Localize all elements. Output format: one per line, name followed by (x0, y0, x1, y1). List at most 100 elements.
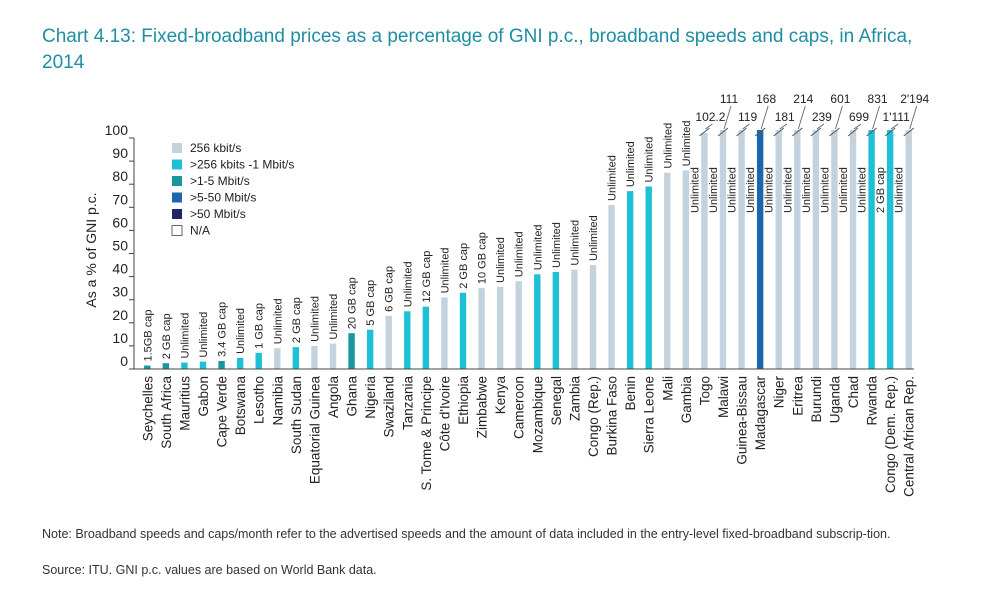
cap-label: Unlimited (402, 261, 414, 307)
cap-label: Unlimited (662, 123, 674, 169)
y-tick-label: 100 (105, 122, 129, 138)
break-mark (717, 127, 729, 137)
leader-line (835, 105, 843, 130)
x-tick-label: Swaziland (382, 376, 397, 438)
cap-label: Unlimited (328, 294, 340, 340)
bar (422, 306, 430, 369)
leader-line (890, 123, 899, 130)
x-tick-label: Tanzania (400, 376, 415, 431)
break-mark (810, 127, 822, 137)
bar (218, 360, 225, 369)
break-mark (699, 127, 710, 137)
bar (886, 130, 894, 369)
x-tick-label: South Africa (159, 376, 174, 449)
bar (626, 191, 634, 369)
chart-title: Chart 4.13: Fixed-broadband prices as a … (42, 26, 913, 73)
x-tick-label: Senegal (549, 376, 564, 426)
cap-label: Unlimited (857, 167, 869, 213)
x-tick-label: Cape Verde (215, 376, 230, 447)
y-tick-label: 30 (112, 284, 128, 300)
legend-label: >1-5 Mbit/s (190, 174, 250, 188)
note: Note: Broadband speeds and caps/month re… (42, 527, 891, 541)
y-tick-label: 80 (112, 168, 128, 184)
x-tick-label: Gambia (679, 376, 694, 424)
cap-label: Unlimited (272, 298, 284, 344)
bar (868, 130, 875, 369)
x-tick-label: Lesotho (252, 376, 267, 424)
bar (441, 297, 448, 369)
cap-label: 2 GB cap (458, 243, 470, 289)
bar (534, 274, 541, 369)
leader-line (723, 105, 732, 130)
bar (404, 311, 411, 369)
cap-label: Unlimited (681, 120, 693, 166)
x-tick-label: Equatorial Guinea (307, 376, 322, 485)
break-mark (791, 127, 803, 137)
cap-label: 2 GB cap (291, 297, 303, 343)
value-label: 119 (738, 110, 757, 124)
value-label: 168 (756, 92, 776, 106)
cap-label: Unlimited (708, 167, 720, 213)
x-tick-label: Ghana (345, 376, 360, 417)
y-axis-label: As a % of GNI p.c. (83, 192, 99, 307)
x-tick-label: Eritrea (790, 376, 805, 416)
x-tick-label: Botswana (233, 376, 248, 436)
leader-line (872, 105, 880, 130)
x-tick-label: Angola (326, 376, 341, 419)
cap-label: Unlimited (644, 137, 656, 183)
value-label: 239 (812, 110, 832, 124)
cap-label: Unlimited (607, 155, 619, 201)
x-tick-label: South Sudan (289, 376, 304, 454)
cap-label: Unlimited (588, 215, 600, 261)
cap-label: 2 GB cap (875, 167, 887, 213)
y-tick-label: 50 (112, 238, 128, 254)
cap-label: Unlimited (894, 167, 906, 213)
source: Source: ITU. GNI p.c. values are based o… (42, 563, 377, 577)
bar (329, 343, 337, 369)
cap-label: Unlimited (801, 167, 813, 213)
x-tick-label: Burkina Faso (605, 376, 620, 456)
cap-label: Unlimited (495, 237, 507, 283)
bar (756, 130, 764, 369)
x-tick-label: Congo (Dem. Rep.) (883, 376, 898, 493)
legend-swatch (171, 225, 183, 236)
y-tick-label: 0 (120, 353, 128, 369)
legend-label: >50 Mbit/s (190, 207, 246, 221)
bar (905, 130, 912, 369)
bar (478, 288, 485, 369)
bar (794, 130, 801, 369)
break-mark (754, 127, 766, 137)
value-label: 102.2 (695, 110, 725, 124)
leader-line (797, 105, 806, 130)
bar (311, 345, 318, 369)
x-tick-label: Nigeria (363, 376, 378, 419)
cap-label: Unlimited (625, 141, 637, 187)
leader-line (760, 105, 769, 130)
x-tick-label: Uganda (827, 376, 842, 424)
bar (459, 292, 467, 369)
y-tick-label: 70 (112, 191, 128, 207)
x-tick-label: Sierra Leone (642, 376, 657, 453)
bar (682, 170, 690, 369)
break-mark (903, 127, 915, 137)
x-tick-label: Guinea-Bissau (735, 376, 750, 465)
cap-label: Unlimited (838, 167, 850, 213)
cap-label: 3.4 GB cap (217, 302, 229, 357)
x-tick-label: Benin (623, 376, 638, 411)
bar (608, 204, 615, 369)
value-label: 831 (868, 92, 888, 106)
x-tick-label: S. Tome & Principe (419, 376, 434, 491)
leader-line (909, 105, 918, 130)
leader-line (705, 123, 713, 130)
bar (831, 130, 838, 370)
legend-swatch (172, 209, 182, 219)
leader-line (853, 123, 862, 130)
bar (144, 365, 151, 369)
bar (812, 130, 820, 370)
bar (645, 186, 652, 369)
value-label: 214 (793, 92, 813, 106)
x-tick-label: Ethiopia (456, 376, 471, 425)
x-tick-label: Rwanda (865, 376, 880, 426)
bar (199, 361, 207, 369)
x-tick-label: Cameroon (512, 376, 527, 439)
